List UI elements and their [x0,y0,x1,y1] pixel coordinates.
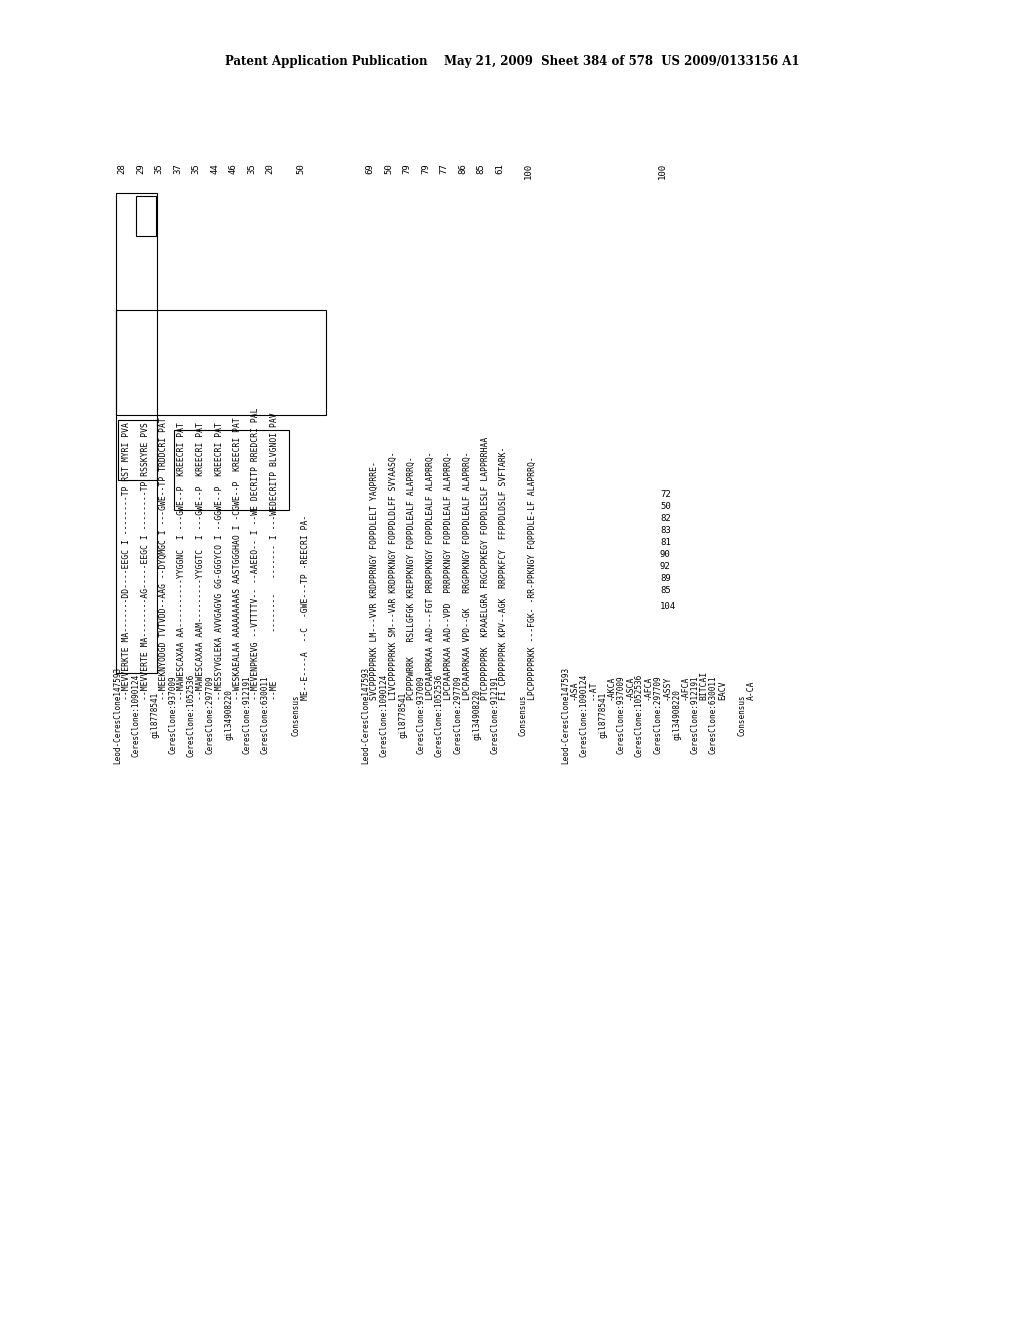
Text: CeresClone:937009: CeresClone:937009 [616,676,626,754]
Text: 83: 83 [660,525,671,535]
Text: 35: 35 [191,162,201,174]
Text: 77: 77 [439,162,449,174]
Text: 61: 61 [495,162,504,174]
Text: gil34908220: gil34908220 [472,689,481,741]
Text: --MEVENPKEVG --VTTTTV-- --AAEEO-- I --WE DECRITP RREDCRI PAL: --MEVENPKEVG --VTTTTV-- --AAEEO-- I --WE… [252,408,260,700]
Text: --ME          --------   ------- I ---WEDECRITP BLVGNOI PAV: --ME -------- ------- I ---WEDECRITP BLV… [270,412,279,700]
Text: CeresClone:1090124: CeresClone:1090124 [131,673,140,756]
Text: --MAWESCAXAA AAM---------YYGGTC  I ---GWE--P  KREECRI PAT: --MAWESCAXAA AAM---------YYGGTC I ---GWE… [196,422,205,700]
Text: CeresClone:1052536: CeresClone:1052536 [435,673,444,756]
Text: LPCPAAPRKAA VPD--GK   RRGPPKNGY FOPPDLEALF ALAPRRQ-: LPCPAAPRKAA VPD--GK RRGPPKNGY FOPPDLEALF… [463,451,471,700]
Text: gil34908220: gil34908220 [224,689,233,741]
Text: 100: 100 [523,162,532,180]
Text: 82: 82 [660,513,671,523]
Text: 37: 37 [173,162,182,174]
Text: CeresClone:937009: CeresClone:937009 [417,676,426,754]
Text: 50: 50 [296,162,305,174]
Text: CeresClone:912191: CeresClone:912191 [490,676,500,754]
Text: --MEVVERKTE MA-------DD----EEGC I --------TP RST MYRI PVA: --MEVVERKTE MA-------DD----EEGC I ------… [122,422,131,700]
Text: --MEEKNYODGD TVTVDD--AAG --DYQMGC I ---GWE--TP TRDDCRI PAT: --MEEKNYODGD TVTVDD--AAG --DYQMGC I ---G… [159,417,168,700]
Text: CeresClone:912191: CeresClone:912191 [243,676,252,754]
Text: CeresClone:1052536: CeresClone:1052536 [187,673,196,756]
Text: PCPPPWRRK   RSLLGFGK KREPPKNGY FOPPDLEALF ALAPRRQ-: PCPPPWRRK RSLLGFGK KREPPKNGY FOPPDLEALF … [407,457,416,700]
Text: gil8778541: gil8778541 [150,692,159,738]
Text: CeresClone:912191: CeresClone:912191 [690,676,699,754]
Text: --MEVVERTE MA--------AG-----EEGC I --------TP RSSKYRE PVS: --MEVVERTE MA--------AG-----EEGC I -----… [140,422,150,700]
Text: CeresClone:937009: CeresClone:937009 [169,676,177,754]
Text: Consensus: Consensus [737,694,746,735]
Text: Consensus: Consensus [292,694,300,735]
Text: 46: 46 [228,162,238,174]
Text: Leod-CeresClone147593: Leod-CeresClone147593 [113,667,122,763]
Text: --WESKAEALAA AAAAAAAAAS AASTGGGHAO I -CGWE--P  KREECRI PAT: --WESKAEALAA AAAAAAAAAS AASTGGGHAO I -CG… [233,417,242,700]
Text: 35: 35 [247,162,256,174]
Text: 79: 79 [402,162,412,174]
Bar [135,195,156,236]
Text: 50: 50 [384,162,393,174]
Text: Leod-CeresClone147593: Leod-CeresClone147593 [361,667,370,763]
Text: 29: 29 [136,162,145,174]
Text: -AFCA: -AFCA [681,676,690,700]
Text: CeresClone:1052536: CeresClone:1052536 [635,673,644,756]
Text: Leod-CeresClone147593: Leod-CeresClone147593 [561,667,570,763]
Text: CeresClone:630011: CeresClone:630011 [709,676,718,754]
Text: gil8778541: gil8778541 [398,692,407,738]
Text: -ASCA: -ASCA [626,676,635,700]
Text: 92: 92 [660,562,671,572]
Text: LPCPPPPPRKK ---FGK- -RR-PPKNGY FQPPDLE-LF ALAPRRQ-: LPCPPPPPRKK ---FGK- -RR-PPKNGY FQPPDLE-L… [528,457,537,700]
Text: CeresClone:1090124: CeresClone:1090124 [580,673,589,756]
Text: 89: 89 [660,574,671,583]
Bar [118,420,157,480]
Text: ME--E----A  --C  -GWE---TP -REECRI PA-: ME--E----A --C -GWE---TP -REECRI PA- [300,515,309,700]
Text: SVCPPPPPRKK LM---VVR KRDPPRNGY FOPPDLELT YAQPRRE-: SVCPPPPPRKK LM---VVR KRDPPRNGY FOPPDLELT… [370,461,379,700]
Text: 81: 81 [660,539,671,546]
Text: Consensus: Consensus [519,694,528,735]
Bar [116,193,157,673]
Text: 28: 28 [118,162,127,174]
Text: CeresClone:297709: CeresClone:297709 [454,676,463,754]
Text: 79: 79 [421,162,430,174]
Bar [116,310,326,414]
Text: CeresClone:297709: CeresClone:297709 [653,676,663,754]
Text: A-CA: A-CA [746,681,756,700]
Text: -ASSY: -ASSY [663,676,672,700]
Text: 20: 20 [265,162,274,174]
Text: CeresClone:630011: CeresClone:630011 [261,676,270,754]
Bar [173,430,289,510]
Text: 100: 100 [657,162,667,180]
Text: PTCPPPPPPRK  KPAAELGRA FRGCPPKEGY FOPPDLESLF LAPPRRHAA: PTCPPPPPPRK KPAAELGRA FRGCPPKEGY FOPPDLE… [481,437,490,700]
Text: EACV: EACV [718,681,727,700]
Text: LPCPAAPRKAA AAD---FGT PRRPPKNGY FOPPDLEALF ALAPRRQ-: LPCPAAPRKAA AAD---FGT PRRPPKNGY FOPPDLEA… [426,451,434,700]
Text: --AT: --AT [589,681,597,700]
Text: 69: 69 [366,162,375,174]
Text: gil34908220: gil34908220 [672,689,681,741]
Text: 86: 86 [458,162,467,174]
Text: 90: 90 [660,550,671,558]
Text: 50: 50 [660,502,671,511]
Text: -AKCA: -AKCA [607,676,616,700]
Text: gil8778541: gil8778541 [598,692,607,738]
Text: CeresClone:297709: CeresClone:297709 [206,676,214,754]
Text: LPCPAAPRKAA AAD--VPD  PRRPPKNGY FOPPDLEALF ALAPRRQ-: LPCPAAPRKAA AAD--VPD PRRPPKNGY FOPPDLEAL… [444,451,453,700]
Text: LIVCPPPPPRKK SM---VAR KRDPPKNGY FOPPDLDLFF SVYAASQ-: LIVCPPPPPRKK SM---VAR KRDPPKNGY FOPPDLDL… [388,451,397,700]
Text: 72: 72 [660,490,671,499]
Text: BITCAI: BITCAI [699,671,709,700]
Text: 44: 44 [210,162,219,174]
Text: --MAWESCAXAA AA----------YYGGNC  I ---GWE--P  KREECRI PAT: --MAWESCAXAA AA----------YYGGNC I ---GWE… [177,422,186,700]
Text: 35: 35 [155,162,164,174]
Text: CeresClone:1090124: CeresClone:1090124 [380,673,388,756]
Text: 85: 85 [660,586,671,595]
Text: FI CPPPPPPRK KPV--AGK  RRPPKFCY  FFPPDLDSLF SVFTARK-: FI CPPPPPPRK KPV--AGK RRPPKFCY FFPPDLDSL… [500,446,509,700]
Text: 104: 104 [660,602,676,611]
Text: --MESSYVGLEKA AVVGAGVG GG-GGGYCO I --GGWE--P  KREECRI PAT: --MESSYVGLEKA AVVGAGVG GG-GGGYCO I --GGW… [214,422,223,700]
Text: -AFCA: -AFCA [644,676,653,700]
Text: Patent Application Publication    May 21, 2009  Sheet 384 of 578  US 2009/013315: Patent Application Publication May 21, 2… [224,55,800,69]
Text: -ASA: -ASA [570,681,579,700]
Text: 85: 85 [476,162,485,174]
